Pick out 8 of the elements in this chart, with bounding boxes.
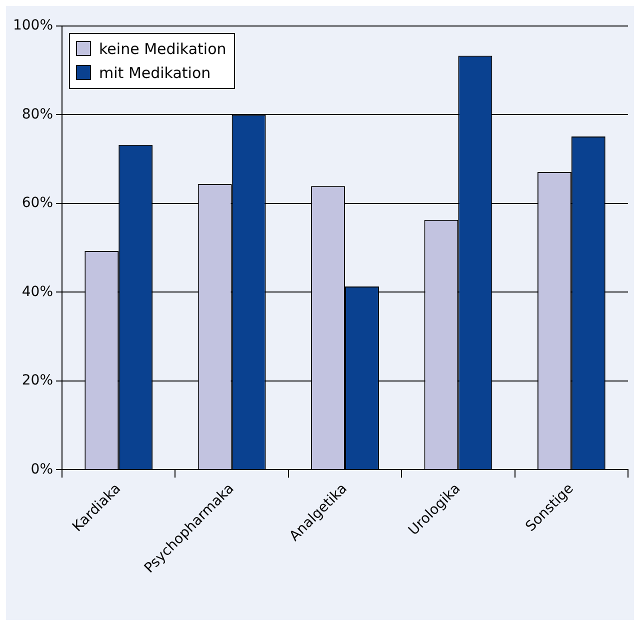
y-tick-label: 0%	[30, 461, 54, 478]
y-tick-label: 100%	[12, 18, 54, 34]
legend-label: mit Medikation	[98, 63, 212, 84]
y-tick-label: 20%	[22, 372, 54, 389]
y-tick-label: 80%	[22, 106, 54, 122]
y-tick-label: 40%	[22, 284, 54, 300]
legend-label: keine Medikation	[98, 39, 226, 60]
y-tick-label: 60%	[22, 195, 54, 212]
